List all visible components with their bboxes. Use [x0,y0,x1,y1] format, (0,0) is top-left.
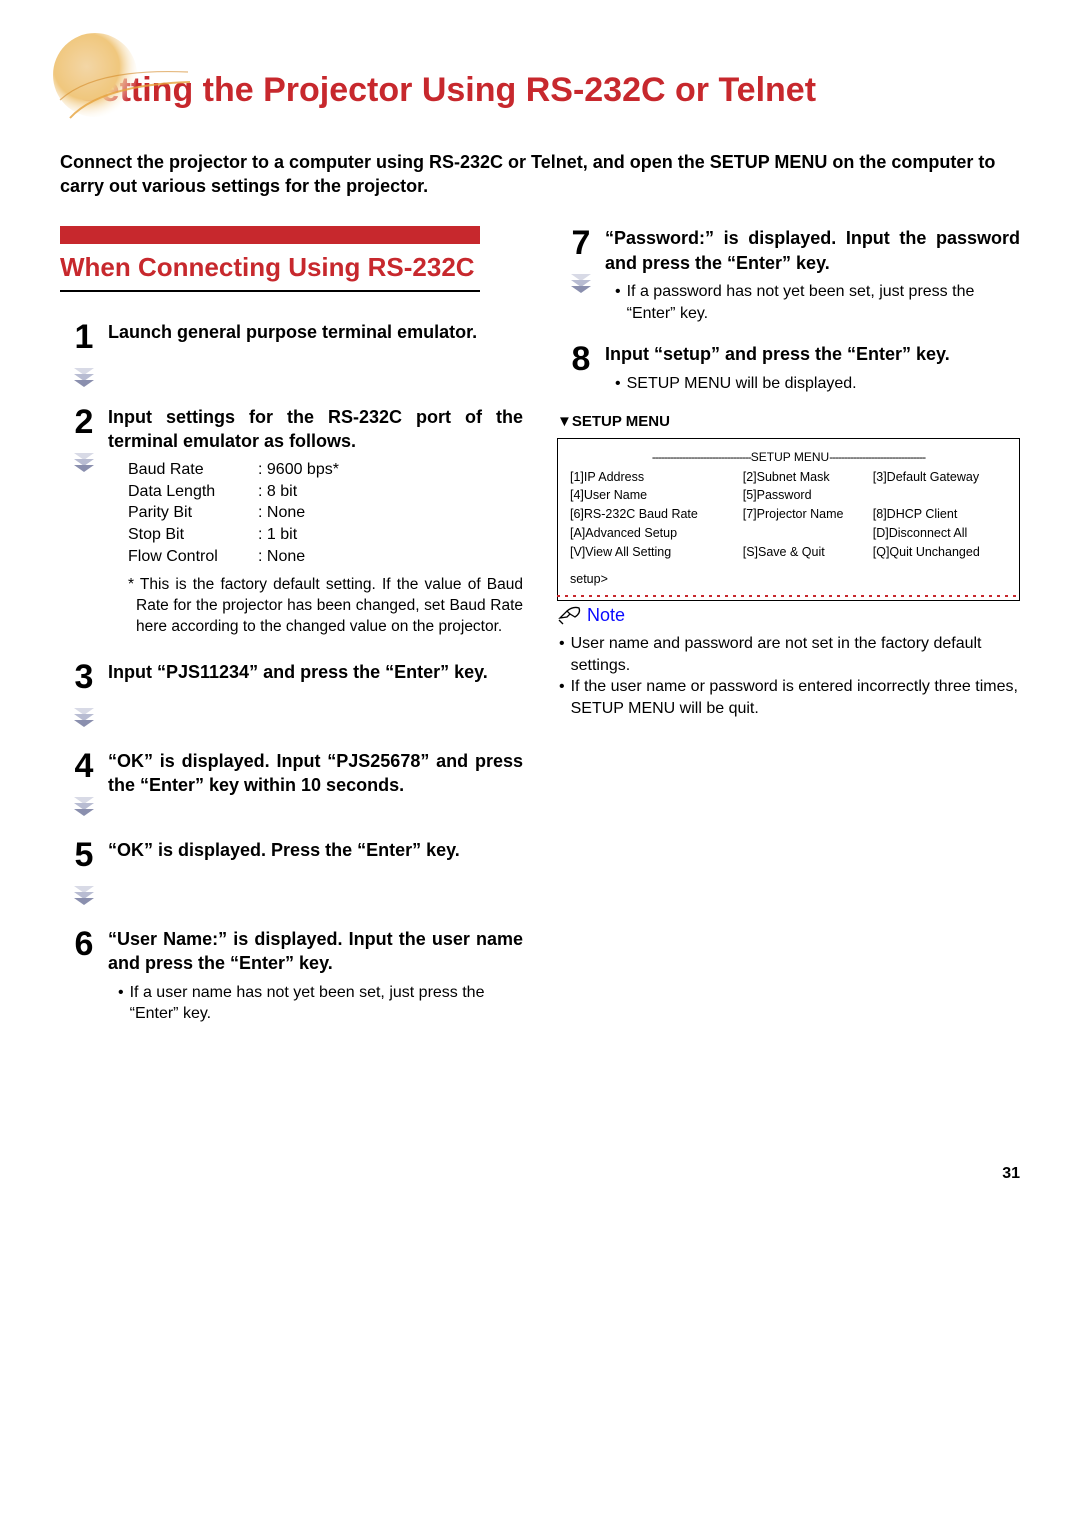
step-3-title: Input “PJS11234” and press the “Enter” k… [108,660,523,684]
setup-menu-item: [3]Default Gateway [873,469,1007,486]
step-6-title: “User Name:” is displayed. Input the use… [108,927,523,976]
setup-menu-item: [A]Advanced Setup [570,525,735,542]
setup-menu-item: [6]RS-232C Baud Rate [570,506,735,523]
lead-paragraph: Connect the projector to a computer usin… [60,150,1020,199]
step-7-number-col: 7 [557,226,605,293]
section-heading: When Connecting Using RS-232C [60,252,480,291]
step-3-number-col: 3 [60,660,108,727]
step-8-title: Input “setup” and press the “Enter” key. [605,342,1020,366]
page-title: Setting the Projector Using RS-232C or T… [60,40,1020,114]
setup-prompt: setup> [570,571,1007,588]
step-1-title: Launch general purpose terminal emulator… [108,320,523,344]
setup-menu-item: [Q]Quit Unchanged [873,544,1007,561]
section-red-bar [60,226,480,244]
step-7-bullet: If a password has not yet been set, just… [615,281,1020,324]
setup-menu-item: [S]Save & Quit [743,544,865,561]
step-5-number-col: 5 [60,838,108,905]
setup-menu-item [873,487,1007,504]
setup-menu-item: [D]Disconnect All [873,525,1007,542]
right-column: 7 “Password:” is displayed. Input the pa… [557,226,1020,1042]
settings-row: Stop Bit: 1 bit [128,524,523,546]
step-6: 6 “User Name:” is displayed. Input the u… [60,927,523,1025]
title-swoosh-icon [40,30,200,130]
settings-table: Baud Rate: 9600 bps*Data Length: 8 bitPa… [128,459,523,567]
page-number: 31 [60,1163,1020,1185]
step-2: 2 Input settings for the RS-232C port of… [60,405,523,638]
setup-menu-item: [2]Subnet Mask [743,469,865,486]
left-column: When Connecting Using RS-232C 1 Launch g… [60,226,523,1042]
note-hand-icon [557,604,583,626]
setup-menu-item [743,525,865,542]
step-6-number: 6 [75,927,94,961]
content-columns: When Connecting Using RS-232C 1 Launch g… [60,226,1020,1042]
note-list: User name and password are not set in th… [557,633,1020,719]
step-5-title: “OK” is displayed. Press the “Enter” key… [108,838,523,862]
note-divider [557,595,1020,597]
setup-menu-item: [5]Password [743,487,865,504]
step-7-number: 7 [572,226,591,260]
step-5-number: 5 [75,838,94,872]
step-2-footnote: * This is the factory default setting. I… [128,575,523,638]
step-2-number: 2 [75,405,94,439]
step-6-number-col: 6 [60,927,108,969]
step-6-bullet: If a user name has not yet been set, jus… [118,982,523,1025]
setup-menu-grid: [1]IP Address [2]Subnet Mask [3]Default Ga… [570,469,1007,561]
step-1-number: 1 [75,320,94,354]
setup-menu-item: [V]View All Setting [570,544,735,561]
note-item: User name and password are not set in th… [559,633,1020,676]
step-1: 1 Launch general purpose terminal emulat… [60,320,523,387]
step-4-number-col: 4 [60,749,108,816]
step-4: 4 “OK” is displayed. Input “PJS25678” an… [60,749,523,816]
step-8-number-col: 8 [557,342,605,384]
setup-header-line: ---------------------------------SETUP M… [570,449,1007,465]
settings-row: Flow Control: None [128,546,523,568]
setup-menu-item: [8]DHCP Client [873,506,1007,523]
setup-menu-item: [4]User Name [570,487,735,504]
settings-row: Baud Rate: 9600 bps* [128,459,523,481]
setup-menu-item: [1]IP Address [570,469,735,486]
step-1-number-col: 1 [60,320,108,387]
step-3-number: 3 [75,660,94,694]
step-4-number: 4 [75,749,94,783]
settings-row: Parity Bit: None [128,502,523,524]
step-5: 5 “OK” is displayed. Press the “Enter” k… [60,838,523,905]
step-8: 8 Input “setup” and press the “Enter” ke… [557,342,1020,394]
setup-caption: ▼SETUP MENU [557,412,1020,432]
step-7: 7 “Password:” is displayed. Input the pa… [557,226,1020,324]
step-3: 3 Input “PJS11234” and press the “Enter”… [60,660,523,727]
note-heading: Note [557,603,1020,627]
step-2-title: Input settings for the RS-232C port of t… [108,405,523,454]
step-4-title: “OK” is displayed. Input “PJS25678” and … [108,749,523,798]
title-wrap: Setting the Projector Using RS-232C or T… [60,40,1020,114]
step-8-number: 8 [572,342,591,376]
note-item: If the user name or password is entered … [559,676,1020,719]
note-label: Note [587,603,625,627]
step-2-number-col: 2 [60,405,108,472]
settings-row: Data Length: 8 bit [128,481,523,503]
setup-menu-item: [7]Projector Name [743,506,865,523]
step-7-title: “Password:” is displayed. Input the pass… [605,226,1020,275]
step-8-bullet: SETUP MENU will be displayed. [615,373,1020,395]
setup-menu-box: ---------------------------------SETUP M… [557,438,1020,600]
